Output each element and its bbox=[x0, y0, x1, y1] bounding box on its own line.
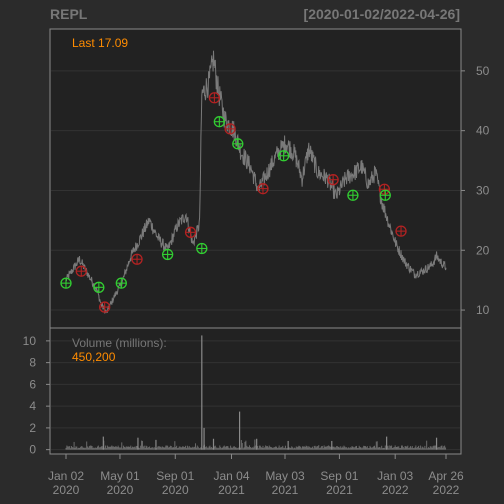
red-signal-marker bbox=[395, 225, 407, 237]
volume-bars bbox=[65, 335, 447, 450]
green-signal-marker bbox=[93, 281, 105, 293]
volume-tick-label: 6 bbox=[29, 377, 36, 391]
red-signal-marker bbox=[327, 174, 339, 186]
price-grid bbox=[51, 70, 460, 311]
x-tick-label-year: 2022 bbox=[433, 483, 460, 497]
x-tick-label-year: 2021 bbox=[326, 483, 353, 497]
green-signal-marker bbox=[278, 150, 290, 162]
chart-title-range: [2020-01-02/2022-04-26] bbox=[304, 6, 460, 22]
green-signal-marker bbox=[60, 277, 72, 289]
volume-tick-label: 8 bbox=[29, 356, 36, 370]
x-tick-label-month: Apr 26 bbox=[428, 469, 464, 483]
x-tick-label-year: 2020 bbox=[107, 483, 134, 497]
green-signal-marker bbox=[347, 189, 359, 201]
green-signal-marker bbox=[379, 189, 391, 201]
x-tick-label-month: Sep 01 bbox=[156, 469, 194, 483]
red-signal-marker bbox=[224, 123, 236, 135]
volume-tick-label: 0 bbox=[29, 443, 36, 457]
green-signal-marker bbox=[115, 277, 127, 289]
green-signal-marker bbox=[161, 248, 174, 261]
chart-title-symbol: REPL bbox=[50, 6, 88, 22]
red-signal-marker bbox=[75, 265, 87, 277]
x-tick-label-month: Jan 03 bbox=[377, 469, 413, 483]
red-signal-marker bbox=[208, 92, 221, 104]
price-tick-label: 30 bbox=[476, 183, 490, 197]
price-tick-label: 50 bbox=[476, 64, 490, 78]
volume-axis: 0 2 4 6 8 10 bbox=[23, 334, 50, 457]
volume-tick-label: 4 bbox=[29, 399, 36, 413]
red-signal-marker bbox=[99, 301, 111, 313]
volume-tick-label: 10 bbox=[23, 334, 37, 348]
green-signal-marker bbox=[213, 116, 225, 128]
x-tick-label-year: 2021 bbox=[272, 483, 299, 497]
green-signal-marker bbox=[196, 242, 208, 255]
volume-panel bbox=[49, 327, 462, 455]
red-signal-marker bbox=[131, 253, 143, 265]
x-tick-label-year: 2020 bbox=[53, 483, 80, 497]
x-tick-label-month: Jan 04 bbox=[213, 469, 249, 483]
x-tick-label-month: May 01 bbox=[100, 469, 140, 483]
x-tick-label-year: 2022 bbox=[382, 483, 409, 497]
price-line bbox=[65, 50, 447, 314]
red-signal-marker bbox=[184, 226, 197, 238]
x-tick-label-year: 2021 bbox=[218, 483, 245, 497]
red-signal-marker bbox=[257, 183, 269, 195]
last-price-label: Last 17.09 bbox=[72, 36, 128, 50]
volume-value-label: 450,200 bbox=[72, 350, 116, 364]
signal-markers bbox=[60, 92, 407, 313]
x-tick-label-month: May 03 bbox=[265, 469, 305, 483]
price-tick-label: 40 bbox=[476, 124, 490, 138]
price-tick-label: 10 bbox=[476, 303, 490, 317]
price-axis: 10 20 30 40 50 bbox=[461, 64, 490, 317]
volume-label: Volume (millions): bbox=[72, 336, 167, 350]
price-tick-label: 20 bbox=[476, 243, 490, 257]
red-signal-marker bbox=[378, 183, 391, 195]
green-signal-marker bbox=[232, 138, 244, 150]
x-tick-label-month: Sep 01 bbox=[320, 469, 358, 483]
x-tick-label-year: 2020 bbox=[162, 483, 189, 497]
x-tick-label-month: Jan 02 bbox=[48, 469, 84, 483]
volume-tick-label: 2 bbox=[29, 421, 36, 435]
